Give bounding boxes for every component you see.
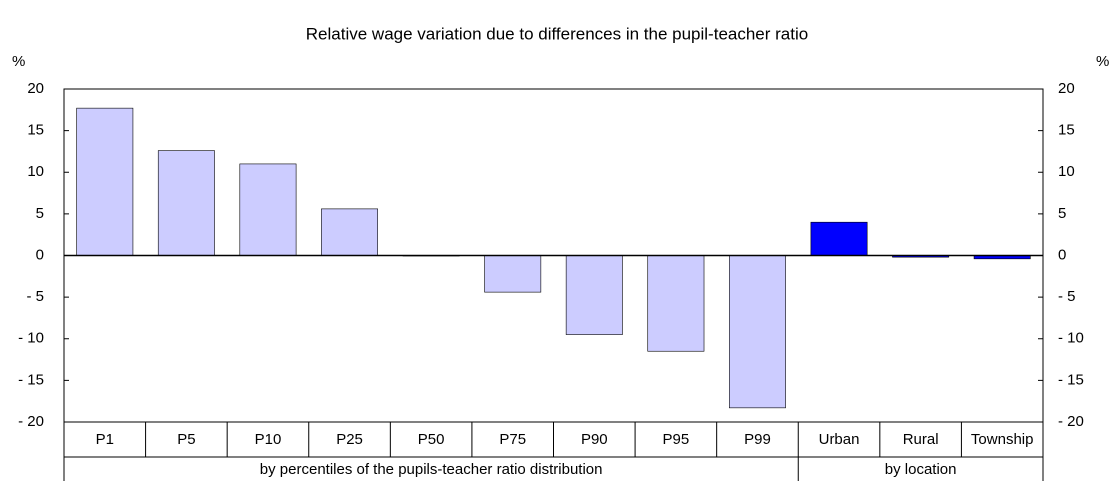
group-label: by percentiles of the pupils-teacher rat… — [260, 461, 603, 478]
bar — [76, 107, 134, 256]
x-tick-label: Township — [971, 431, 1034, 448]
y-unit-label: % — [12, 53, 25, 70]
y-tick-label: - 10 — [18, 330, 44, 347]
y2-tick-label: - 10 — [1058, 330, 1084, 347]
y-tick-label: - 5 — [26, 288, 44, 305]
y2-tick-label: 10 — [1058, 163, 1075, 180]
y2-tick-label: - 5 — [1058, 288, 1076, 305]
x-tick-label: P10 — [255, 431, 282, 448]
x-tick-label: P75 — [499, 431, 526, 448]
y2-tick-label: 5 — [1058, 205, 1066, 222]
group-label: by location — [885, 461, 957, 478]
bar — [647, 255, 705, 352]
x-tick-label: P25 — [336, 431, 363, 448]
y2-tick-label: 15 — [1058, 122, 1075, 139]
bar — [321, 208, 378, 256]
bar — [729, 255, 786, 409]
y-tick-label: 20 — [27, 80, 44, 97]
x-tick-label: Urban — [819, 431, 860, 448]
y2-tick-label: 20 — [1058, 80, 1075, 97]
bar — [239, 163, 297, 256]
x-tick-label: P50 — [418, 431, 445, 448]
x-tick-label: Rural — [903, 431, 939, 448]
x-tick-label: P1 — [96, 431, 114, 448]
bar — [565, 255, 623, 335]
x-tick-label: P5 — [177, 431, 195, 448]
y2-unit-label: % — [1096, 53, 1109, 70]
y2-tick-label: - 15 — [1058, 371, 1084, 388]
y-tick-label: - 15 — [18, 371, 44, 388]
y-tick-label: - 20 — [18, 413, 44, 430]
y2-tick-label: 0 — [1058, 246, 1066, 263]
y-tick-label: 15 — [27, 122, 44, 139]
x-tick-label: P99 — [744, 431, 771, 448]
y2-tick-label: - 20 — [1058, 413, 1084, 430]
chart-title: Relative wage variation due to differenc… — [306, 24, 808, 43]
y-tick-label: 5 — [36, 205, 44, 222]
bar — [484, 255, 542, 293]
x-tick-label: P95 — [663, 431, 690, 448]
y-tick-label: 0 — [36, 246, 44, 263]
x-tick-label: P90 — [581, 431, 608, 448]
bar — [157, 150, 215, 256]
y-tick-label: 10 — [27, 163, 44, 180]
bar — [810, 221, 868, 256]
